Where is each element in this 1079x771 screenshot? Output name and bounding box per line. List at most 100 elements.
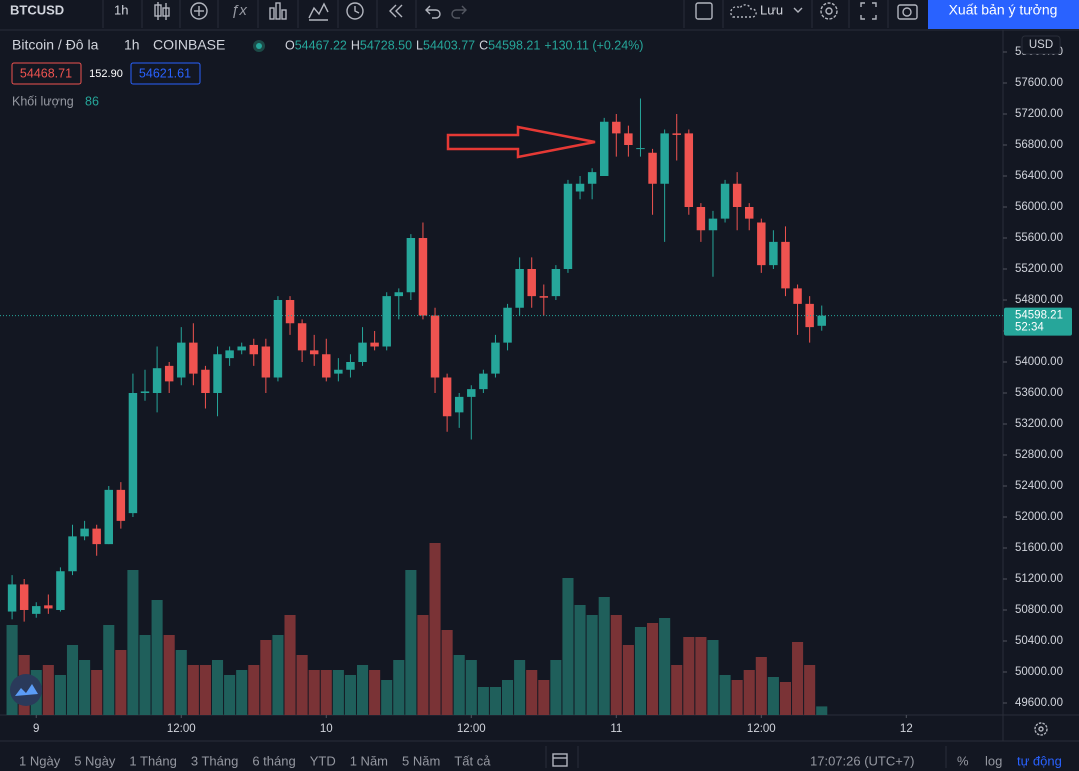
candle-body[interactable]	[563, 183, 573, 270]
percent-toggle[interactable]: %	[957, 753, 969, 768]
axis-settings-icon[interactable]	[1034, 722, 1048, 736]
candle-body[interactable]	[140, 391, 150, 393]
symbol[interactable]: BTCUSD	[10, 2, 64, 17]
candle-body[interactable]	[382, 296, 391, 347]
save-dropdown[interactable]	[793, 7, 803, 13]
candle-body[interactable]	[128, 392, 138, 514]
candle-body[interactable]	[164, 365, 174, 382]
redo-icon[interactable]	[451, 5, 467, 19]
candle-body[interactable]	[442, 377, 452, 417]
ask-box[interactable]	[130, 62, 201, 85]
candle-body[interactable]	[177, 342, 186, 378]
indicators-icon[interactable]: ƒx	[231, 2, 247, 19]
publish-button[interactable]	[928, 0, 1079, 29]
candle-body[interactable]	[285, 300, 295, 324]
multi-chart-icon[interactable]	[308, 2, 329, 21]
currency-box[interactable]	[1021, 35, 1061, 55]
ask[interactable]: 54621.61	[139, 66, 191, 80]
alert-icon[interactable]	[346, 2, 364, 20]
candle-body[interactable]	[56, 571, 65, 610]
candle-body[interactable]	[92, 528, 101, 545]
candle-body[interactable]	[346, 361, 355, 370]
candle-body[interactable]	[624, 133, 633, 146]
candle-body[interactable]	[684, 133, 694, 208]
candle-body[interactable]	[732, 183, 742, 208]
range-button[interactable]: 1 Năm	[350, 753, 388, 768]
candle-body[interactable]	[406, 238, 416, 293]
candle-body[interactable]	[781, 241, 790, 289]
bid-box[interactable]	[11, 62, 82, 85]
candle-body[interactable]	[551, 269, 561, 297]
bid[interactable]: 54468.71	[20, 66, 72, 80]
candle-body[interactable]	[696, 207, 706, 231]
candle-body[interactable]	[769, 241, 778, 266]
range-button[interactable]: 6 tháng	[252, 753, 295, 768]
candle-body[interactable]	[805, 303, 814, 328]
compare-icon[interactable]	[190, 2, 208, 20]
annotation-arrow[interactable]	[446, 125, 596, 159]
candle-body[interactable]	[116, 489, 126, 521]
candle-body[interactable]	[672, 133, 681, 135]
candle-body[interactable]	[575, 183, 585, 192]
publish-label[interactable]: Xuất bản ý tưởng	[949, 2, 1058, 18]
candle-body[interactable]	[648, 152, 657, 184]
candle-body[interactable]	[213, 354, 222, 393]
candle-body[interactable]	[757, 222, 766, 266]
candle-body[interactable]	[394, 292, 404, 297]
candle-body[interactable]	[817, 315, 826, 326]
range-button[interactable]: 5 Ngày	[74, 753, 116, 768]
candle-body[interactable]	[152, 368, 162, 393]
candle-body[interactable]	[7, 584, 17, 612]
candle-body[interactable]	[539, 296, 549, 298]
candle-body[interactable]	[189, 342, 198, 374]
date-range-icon[interactable]	[552, 753, 568, 767]
range-button[interactable]: 1 Tháng	[129, 753, 176, 768]
candle-body[interactable]	[587, 172, 597, 184]
candle-body[interactable]	[527, 269, 536, 297]
range-button[interactable]: YTD	[310, 753, 336, 768]
candle-body[interactable]	[322, 354, 331, 378]
replay-icon[interactable]	[389, 4, 403, 18]
snapshot-icon[interactable]	[897, 4, 918, 20]
candle-body[interactable]	[237, 346, 246, 351]
range-button[interactable]: 1 Ngày	[19, 753, 61, 768]
candle-body[interactable]	[479, 373, 488, 390]
candle-body[interactable]	[44, 605, 53, 609]
candle-body[interactable]	[660, 133, 669, 184]
candle-body[interactable]	[104, 489, 113, 545]
candle-body[interactable]	[261, 346, 271, 378]
candle-body[interactable]	[503, 307, 512, 343]
candle-body[interactable]	[225, 350, 234, 359]
log-toggle[interactable]: log	[985, 753, 1002, 768]
settings-icon[interactable]	[820, 2, 838, 20]
candle-body[interactable]	[636, 148, 645, 150]
layout-icon[interactable]	[695, 2, 713, 20]
candle-body[interactable]	[201, 369, 210, 393]
range-button[interactable]: Tất cả	[454, 753, 491, 768]
candle-body[interactable]	[612, 121, 621, 134]
candle-body[interactable]	[599, 121, 609, 177]
candle-body[interactable]	[309, 350, 319, 355]
candle-body[interactable]	[273, 300, 283, 378]
candle-body[interactable]	[744, 207, 754, 219]
currency[interactable]: USD	[1029, 39, 1053, 51]
candle-body[interactable]	[249, 344, 259, 355]
interval-button[interactable]: 1h	[114, 2, 128, 17]
candle-body[interactable]	[370, 342, 379, 347]
candle-body[interactable]	[467, 389, 476, 397]
candle-body[interactable]	[358, 342, 367, 362]
candle-body[interactable]	[418, 238, 428, 316]
logo[interactable]	[10, 674, 42, 706]
candle-body[interactable]	[720, 183, 730, 219]
candle-body[interactable]	[454, 396, 464, 413]
save-button[interactable]: Lưu	[760, 2, 783, 17]
candle-body[interactable]	[68, 536, 77, 572]
range-button[interactable]: 3 Tháng	[191, 753, 238, 768]
candle-body[interactable]	[430, 315, 440, 378]
candle-body[interactable]	[80, 528, 89, 537]
candle-style-icon[interactable]	[154, 2, 170, 20]
clock[interactable]: 17:07:26 (UTC+7)	[810, 753, 914, 768]
candle-body[interactable]	[793, 288, 802, 304]
candle-body[interactable]	[708, 218, 718, 231]
auto-toggle[interactable]: tự động	[1017, 753, 1062, 768]
